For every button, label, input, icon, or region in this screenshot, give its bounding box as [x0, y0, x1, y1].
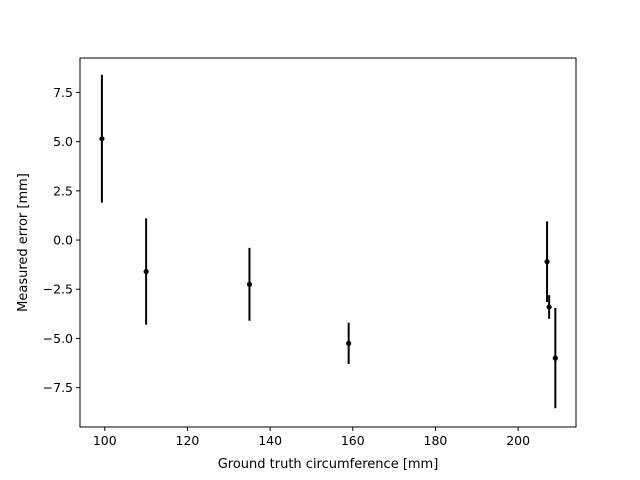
- axes-frame: [79, 57, 577, 428]
- y-tick-label: −2.5: [43, 282, 73, 297]
- y-axis-ticks: −7.5 −5.0 −2.5 0.0 2.5 5.0 7.5: [43, 85, 80, 395]
- y-tick-label: −7.5: [43, 380, 73, 395]
- x-axis-ticks: 100 120 140 160 180 200: [93, 427, 530, 448]
- y-tick-label: 0.0: [53, 233, 73, 248]
- data-point: [346, 340, 352, 346]
- x-tick-label: 100: [93, 433, 117, 448]
- y-tick-label: −5.0: [43, 331, 73, 346]
- y-tick-label: 7.5: [53, 85, 73, 100]
- y-tick-label: 2.5: [53, 183, 73, 198]
- x-tick-label: 180: [424, 433, 448, 448]
- x-tick-label: 120: [176, 433, 200, 448]
- y-axis-label: Measured error [mm]: [16, 173, 31, 312]
- x-tick-label: 200: [506, 433, 530, 448]
- x-tick-label: 140: [258, 433, 282, 448]
- y-tick-label: 5.0: [53, 134, 73, 149]
- data-point: [544, 259, 550, 265]
- data-point: [143, 268, 149, 275]
- data-point: [99, 136, 105, 142]
- plot-area: [99, 74, 558, 409]
- data-point: [246, 281, 253, 287]
- x-axis-label: Ground truth circumference [mm]: [218, 457, 439, 472]
- data-point: [552, 355, 558, 361]
- x-tick-label: 160: [341, 433, 365, 448]
- data-point: [546, 304, 552, 310]
